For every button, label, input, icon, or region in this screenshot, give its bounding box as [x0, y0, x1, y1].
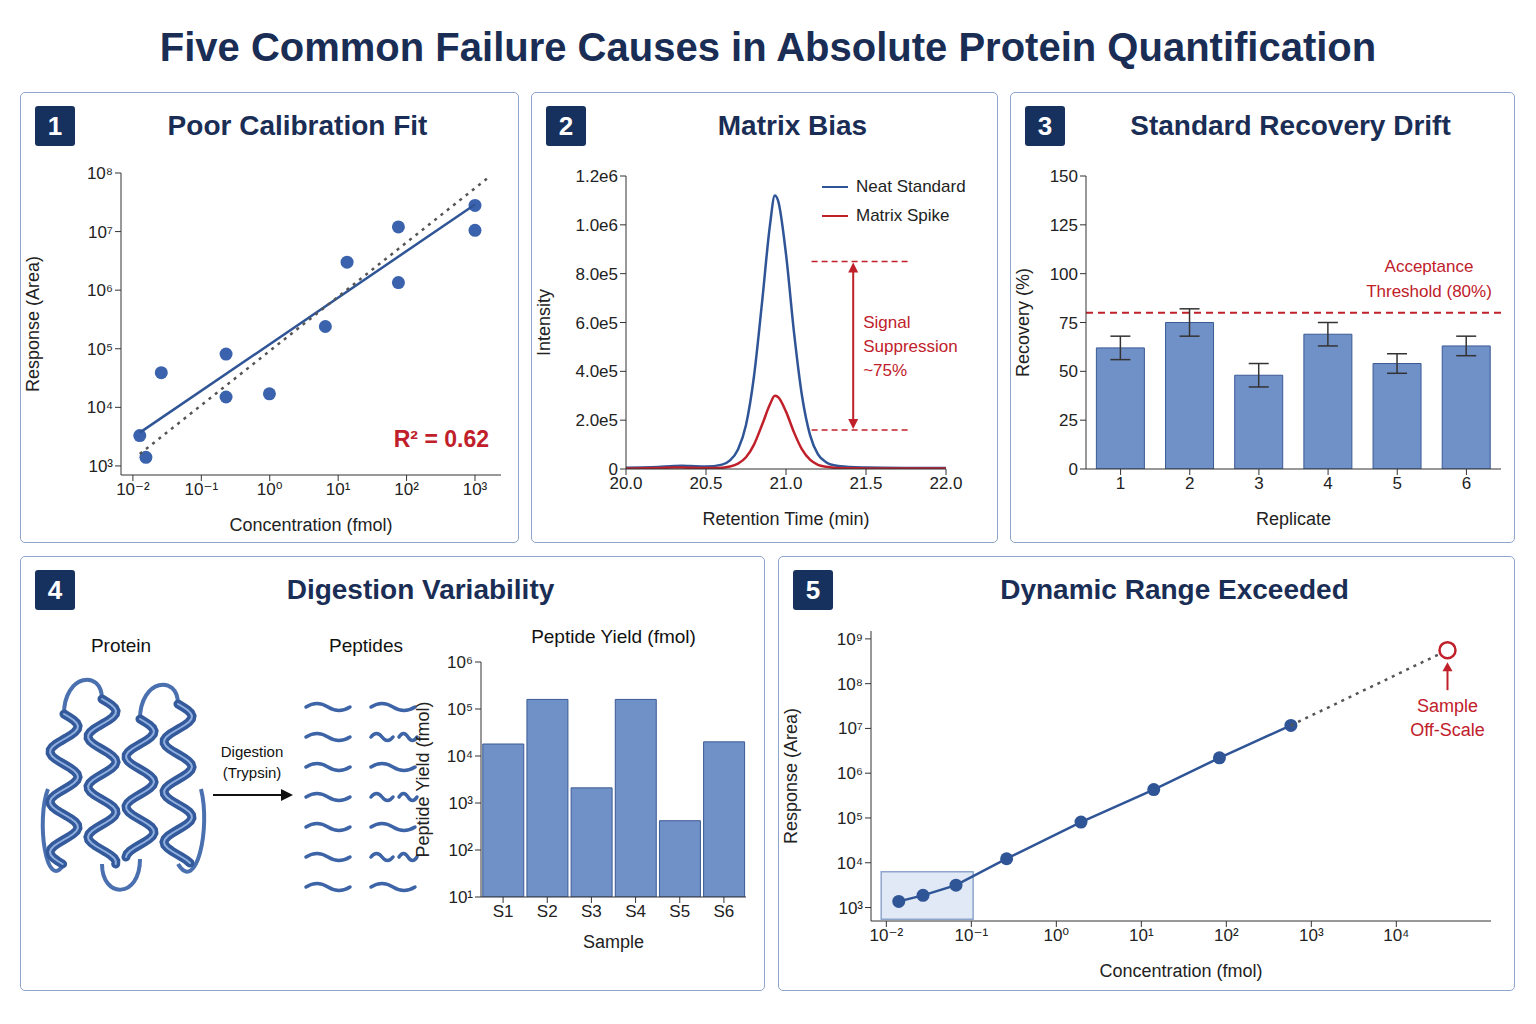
svg-text:1: 1 — [1116, 474, 1125, 493]
svg-text:10²: 10² — [1214, 926, 1239, 945]
svg-text:Response (Area): Response (Area) — [23, 256, 43, 392]
svg-text:Recovery (%): Recovery (%) — [1013, 268, 1033, 377]
html-text:Matrix Spike: Matrix Spike — [856, 205, 950, 225]
svg-text:2.0e5: 2.0e5 — [575, 411, 618, 430]
html-text:Poor Calibration Fit: Poor Calibration Fit — [167, 110, 428, 141]
svg-text:Response (Area): Response (Area) — [781, 708, 801, 844]
svg-text:100: 100 — [1050, 265, 1078, 284]
svg-text:10⁻²: 10⁻² — [870, 926, 904, 945]
svg-text:Acceptance: Acceptance — [1385, 257, 1474, 276]
svg-text:10⁵: 10⁵ — [87, 340, 113, 359]
svg-text:3: 3 — [1254, 474, 1263, 493]
html-text:Neat Standard: Neat Standard — [856, 176, 966, 196]
svg-text:10⁷: 10⁷ — [838, 719, 863, 738]
svg-text:Sample: Sample — [583, 932, 644, 952]
svg-text:125: 125 — [1050, 216, 1078, 235]
svg-text:S4: S4 — [625, 902, 646, 921]
svg-text:S5: S5 — [669, 902, 690, 921]
svg-text:10³: 10³ — [88, 457, 113, 476]
svg-text:10¹: 10¹ — [1129, 926, 1154, 945]
svg-text:Sample: Sample — [1417, 696, 1478, 716]
svg-text:20.5: 20.5 — [689, 474, 722, 493]
svg-text:10³: 10³ — [463, 480, 488, 499]
svg-text:10⁶: 10⁶ — [87, 281, 113, 300]
html-text:5: 5 — [805, 574, 821, 605]
html-text:Peptide Yield (fmol): Peptide Yield (fmol) — [531, 626, 696, 647]
svg-text:R² = 0.62: R² = 0.62 — [394, 426, 489, 452]
html-text:Dynamic Range Exceeded: Dynamic Range Exceeded — [1000, 574, 1349, 605]
html-text:Protein: Protein — [90, 635, 152, 656]
svg-text:Off-Scale: Off-Scale — [1410, 720, 1485, 740]
svg-text:21.0: 21.0 — [769, 474, 802, 493]
svg-text:Concentration (fmol): Concentration (fmol) — [1099, 961, 1262, 981]
svg-text:Retention Time (min): Retention Time (min) — [702, 509, 869, 529]
svg-text:Suppression: Suppression — [863, 337, 958, 356]
svg-text:10³: 10³ — [1299, 926, 1324, 945]
svg-text:10⁻¹: 10⁻¹ — [185, 480, 219, 499]
svg-text:Concentration (fmol): Concentration (fmol) — [229, 515, 392, 535]
svg-text:10⁶: 10⁶ — [447, 653, 473, 672]
svg-text:Replicate: Replicate — [1256, 509, 1331, 529]
svg-text:S3: S3 — [581, 902, 602, 921]
svg-text:10⁸: 10⁸ — [837, 675, 863, 694]
html-text:Digestion Variability: Digestion Variability — [286, 574, 555, 605]
svg-text:6: 6 — [1462, 474, 1471, 493]
svg-text:10⁴: 10⁴ — [447, 747, 473, 766]
html-text:Five Common Failure Causes in: Five Common Failure Causes in Absolute P… — [159, 25, 1377, 69]
html-text:Standard Recovery Drift: Standard Recovery Drift — [1130, 110, 1451, 141]
svg-text:10⁻²: 10⁻² — [116, 480, 150, 499]
html-text:3: 3 — [1037, 110, 1053, 141]
svg-text:22.0: 22.0 — [929, 474, 962, 493]
svg-text:10⁴: 10⁴ — [87, 398, 113, 417]
html-text:Matrix Bias: Matrix Bias — [717, 110, 868, 141]
svg-text:10⁶: 10⁶ — [837, 764, 863, 783]
svg-text:10⁴: 10⁴ — [837, 854, 863, 873]
svg-text:10⁰: 10⁰ — [1043, 926, 1069, 945]
svg-text:25: 25 — [1059, 411, 1078, 430]
svg-text:S6: S6 — [714, 902, 735, 921]
svg-text:5: 5 — [1393, 474, 1402, 493]
svg-text:Signal: Signal — [863, 313, 910, 332]
svg-text:21.5: 21.5 — [849, 474, 882, 493]
svg-text:6.0e5: 6.0e5 — [575, 314, 618, 333]
svg-text:10⁵: 10⁵ — [837, 809, 863, 828]
svg-text:50: 50 — [1059, 362, 1078, 381]
svg-text:10¹: 10¹ — [326, 480, 351, 499]
svg-text:10³: 10³ — [838, 899, 863, 918]
svg-text:10⁰: 10⁰ — [257, 480, 283, 499]
svg-text:10⁸: 10⁸ — [87, 164, 113, 183]
svg-text:10⁻¹: 10⁻¹ — [955, 926, 989, 945]
svg-text:10¹: 10¹ — [448, 888, 473, 907]
svg-text:10²: 10² — [448, 841, 473, 860]
svg-text:10²: 10² — [394, 480, 419, 499]
svg-text:10⁵: 10⁵ — [447, 700, 473, 719]
svg-text:1.2e6: 1.2e6 — [575, 167, 618, 186]
html-text:1: 1 — [47, 110, 63, 141]
svg-text:4: 4 — [1323, 474, 1332, 493]
svg-text:Digestion: Digestion — [221, 743, 284, 760]
svg-text:10⁷: 10⁷ — [88, 223, 113, 242]
svg-text:10⁹: 10⁹ — [837, 630, 863, 649]
svg-text:~75%: ~75% — [863, 361, 907, 380]
svg-text:S1: S1 — [493, 902, 514, 921]
svg-text:Threshold (80%): Threshold (80%) — [1366, 282, 1492, 301]
svg-text:10³: 10³ — [448, 794, 473, 813]
svg-text:8.0e5: 8.0e5 — [575, 265, 618, 284]
html-text:Peptides: Peptides — [329, 635, 403, 656]
svg-text:0: 0 — [609, 460, 618, 479]
html-text:2: 2 — [558, 110, 574, 141]
svg-text:150: 150 — [1050, 167, 1078, 186]
svg-text:Peptide Yield (fmol): Peptide Yield (fmol) — [413, 701, 433, 857]
svg-text:75: 75 — [1059, 314, 1078, 333]
svg-text:20.0: 20.0 — [609, 474, 643, 494]
svg-text:2: 2 — [1185, 474, 1194, 493]
svg-text:Intensity: Intensity — [534, 289, 554, 356]
svg-text:1.0e6: 1.0e6 — [575, 216, 618, 235]
html-text:4: 4 — [47, 574, 63, 605]
svg-text:4.0e5: 4.0e5 — [575, 362, 618, 381]
svg-text:0: 0 — [1069, 460, 1078, 479]
svg-text:(Trypsin): (Trypsin) — [223, 764, 282, 781]
svg-text:10⁴: 10⁴ — [1383, 926, 1409, 945]
svg-text:S2: S2 — [537, 902, 558, 921]
